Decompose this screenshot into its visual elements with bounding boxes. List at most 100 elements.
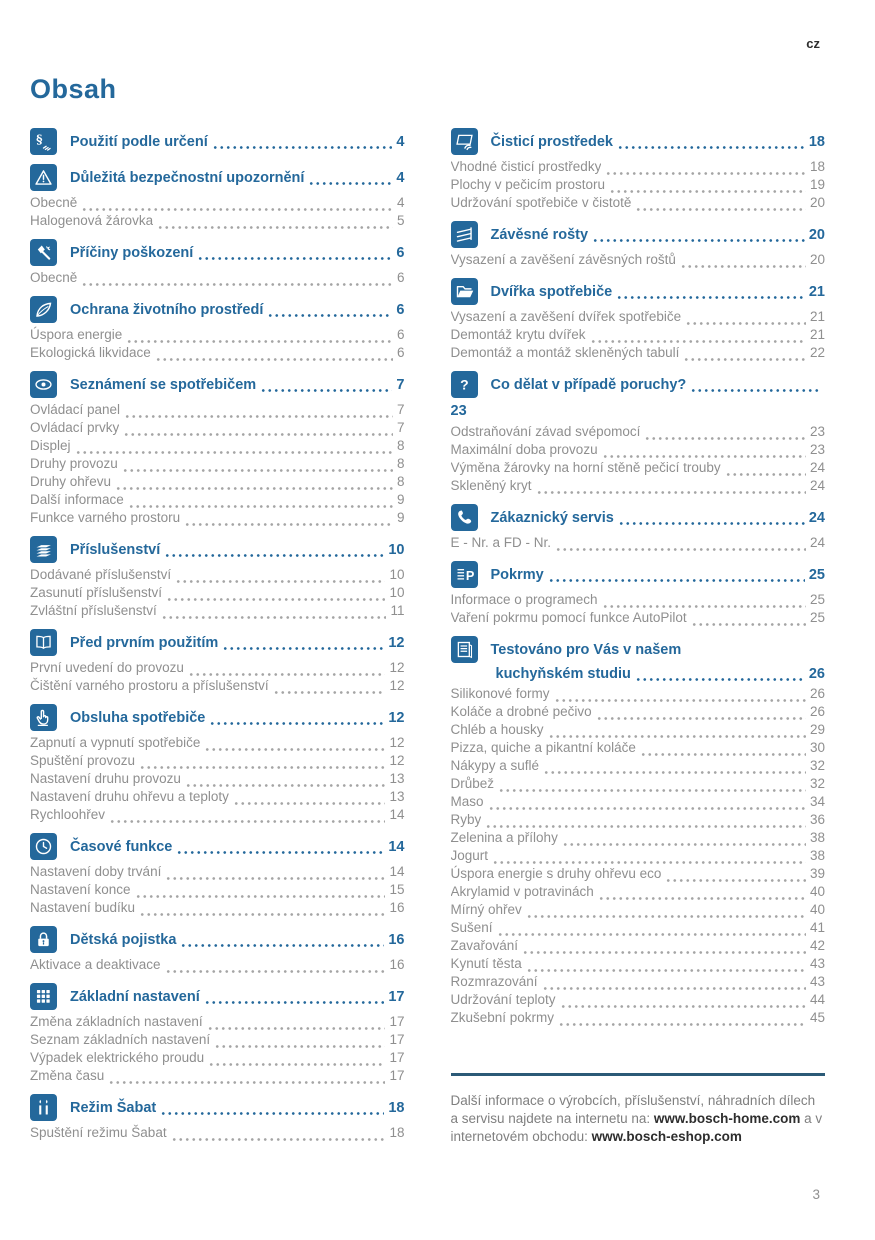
toc-item-page-number: 18 <box>389 1125 405 1140</box>
section-title: Dvířka spotřebiče <box>490 283 613 300</box>
toc-item: Obecně 6 <box>30 269 405 287</box>
toc-item-page-number: 32 <box>809 776 825 791</box>
toc-item-label: Obecně <box>30 195 78 210</box>
dot-leader <box>139 913 386 916</box>
toc-item: Vysazení a zavěšení dvířek spotřebiče 21 <box>450 308 825 326</box>
footer-note: Další informace o výrobcích, příslušenst… <box>451 1092 826 1146</box>
toc-item-label: Nastavení doby trvání <box>30 864 162 879</box>
toc-item: Zavařování 42 <box>451 937 825 955</box>
toc-item-label: Sušení <box>450 920 493 935</box>
dot-leader <box>139 766 386 769</box>
section-title: Před prvním použitím <box>70 634 219 651</box>
shelf-rack-icon <box>450 221 478 248</box>
toc-columns: § Použití podle určení 4 Důležitá bezpeč… <box>30 128 825 1146</box>
dot-leader <box>160 616 387 619</box>
dot-leader <box>175 580 386 583</box>
toc-item-label: Zkušební pokrmy <box>450 1010 555 1025</box>
toc-item-page-number: 12 <box>389 678 405 693</box>
toc-item-label: Zapnutí a vypnutí spotřebiče <box>30 735 201 750</box>
dot-leader <box>492 861 806 864</box>
dot-leader <box>124 415 393 418</box>
toc-item-label: Pizza, quiche a pikantní koláče <box>450 740 636 755</box>
toc-item-page-number: 12 <box>389 735 405 750</box>
toc-item-label: První uvedení do provozu <box>30 660 184 675</box>
footer-text: a v internetovém obchodu: <box>450 1111 823 1144</box>
toc-item: Ryby 36 <box>451 811 825 829</box>
section-title: Pokrmy <box>490 566 544 583</box>
dot-leader <box>108 1081 386 1084</box>
toc-item-page-number: 21 <box>809 327 825 342</box>
section-heading: Důležitá bezpečnostní upozornění 4 <box>30 164 405 191</box>
section-heading: Závěsné rošty 20 <box>450 221 825 248</box>
section-title: Testováno pro Vás v našem <box>490 641 682 658</box>
dot-leader <box>547 735 806 738</box>
toc-item-label: Kynutí těsta <box>450 956 522 971</box>
toc-item: Další informace 9 <box>30 491 405 509</box>
toc-item-page-number: 4 <box>396 195 405 210</box>
dot-leader <box>134 895 386 898</box>
toc-item-label: Seznam základních nastavení <box>30 1032 211 1047</box>
toc-item-label: Obecně <box>30 270 78 285</box>
toc-item: Silikonové formy 26 <box>451 685 825 703</box>
dot-leader <box>616 295 805 299</box>
toc-item-label: Nastavení konce <box>30 882 131 897</box>
toc-item-page-number: 32 <box>809 758 825 773</box>
toc-item: Plochy v pečicím prostoru 19 <box>450 176 825 194</box>
toc-section: Příčiny poškození 6 Obecně 6 <box>30 239 405 287</box>
toc-item-label: Udržování teploty <box>450 992 556 1007</box>
dot-leader <box>74 451 393 454</box>
toc-item-page-number: 30 <box>809 740 825 755</box>
section-heading: Testováno pro Vás v našem <box>450 636 826 663</box>
toc-item-page-number: 7 <box>396 402 405 417</box>
toc-item: Vaření pokrmu pomocí funkce AutoPilot 25 <box>451 609 825 627</box>
toc-item-label: Halogenová žárovka <box>30 213 154 228</box>
section-heading: Časové funkce 14 <box>30 833 405 860</box>
toc-item: Demontáž a montáž skleněných tabulí 22 <box>451 344 825 362</box>
toc-item: Změna základních nastavení 17 <box>30 1013 405 1031</box>
toc-item-label: Koláče a drobné pečivo <box>450 704 592 719</box>
toc-item: Udržování teploty 44 <box>450 991 825 1009</box>
dot-leader <box>553 699 806 702</box>
toc-item-label: Funkce varného prostoru <box>30 510 181 525</box>
toc-section: Ochrana životního prostředí 6 Úspora ene… <box>30 296 405 362</box>
tested-document-icon <box>450 636 478 663</box>
dot-leader <box>127 505 393 508</box>
section-page-number: 6 <box>396 301 405 318</box>
toc-item: Mírný ohřev 40 <box>451 901 825 919</box>
toc-item-label: Ekologická likvidace <box>30 345 151 360</box>
toc-item: Změna času 17 <box>30 1067 405 1085</box>
section-title: Zákaznický servis <box>490 509 614 526</box>
toc-item-label: Skleněný kryt <box>450 478 532 493</box>
svg-text:P: P <box>465 569 474 583</box>
section-heading: Ochrana životního prostředí 6 <box>30 296 405 323</box>
toc-item-page-number: 8 <box>396 474 405 489</box>
toc-item-label: Rychloohřev <box>30 807 106 822</box>
dot-leader <box>665 879 806 882</box>
footer-url: www.bosch-eshop.com <box>591 1129 742 1144</box>
section-heading: Příčiny poškození 6 <box>30 239 405 266</box>
toc-item: První uvedení do provozu 12 <box>30 659 405 677</box>
toc-section: Obsluha spotřebiče 12 Zapnutí a vypnutí … <box>30 704 405 824</box>
footer-text: Další informace o výrobcích, příslušenst… <box>450 1093 816 1126</box>
dot-leader <box>184 784 386 787</box>
toc-section: Dětská pojistka 16 Aktivace a deaktivace… <box>30 926 405 974</box>
toc-item-label: Vysazení a zavěšení dvířek spotřebiče <box>450 309 682 324</box>
dishes-p-icon: P <box>450 561 478 588</box>
dot-leader <box>164 970 386 973</box>
operation-hand-icon <box>30 704 57 731</box>
toc-item-page-number: 38 <box>809 848 825 863</box>
toc-item: Čištění varného prostoru a příslušenství… <box>30 677 405 695</box>
toc-item-page-number: 23 <box>809 442 825 457</box>
toc-item-page-number: 20 <box>809 252 825 267</box>
toc-item-label: Spuštění režimu Šabat <box>30 1125 167 1140</box>
toc-section: P Pokrmy 25 Informace o programech 25 Va… <box>450 561 825 627</box>
toc-item-label: Rozmrazování <box>450 974 538 989</box>
toc-item: Nastavení druhu ohřevu a teploty 13 <box>30 788 405 806</box>
section-heading: Základní nastavení 17 <box>30 983 405 1010</box>
section-sign-hand-icon: § <box>30 128 57 155</box>
section-title: Seznámení se spotřebičem <box>70 376 257 393</box>
dot-leader <box>547 578 805 582</box>
toc-item-label: Plochy v pečicím prostoru <box>450 177 606 192</box>
toc-item-label: E - Nr. a FD - Nr. <box>450 535 552 550</box>
toc-item: Nastavení druhu provozu 13 <box>30 770 405 788</box>
